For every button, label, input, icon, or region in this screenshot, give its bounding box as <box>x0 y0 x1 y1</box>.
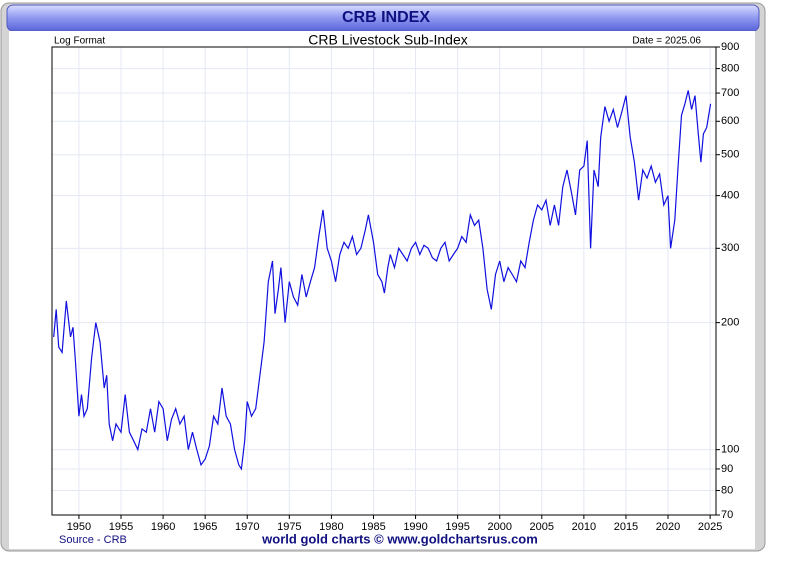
y-tick-label: 400 <box>721 190 739 202</box>
x-tick-label: 1975 <box>277 521 301 533</box>
y-tick-label: 90 <box>721 463 733 475</box>
x-tick-label: 1985 <box>361 521 385 533</box>
x-tick-label: 2020 <box>656 521 680 533</box>
y-tick-label: 300 <box>721 242 739 254</box>
x-tick-label: 1995 <box>445 521 469 533</box>
y-tick-label: 100 <box>721 444 739 456</box>
y-tick-label: 700 <box>721 87 739 99</box>
y-tick-label: 900 <box>721 41 739 53</box>
scale-note: Log Format <box>54 36 105 47</box>
x-tick-label: 2025 <box>698 521 722 533</box>
chart-title: CRB INDEX <box>342 9 430 26</box>
x-tick-label: 2015 <box>614 521 638 533</box>
plot-area: 70 80 90 100 200 300 400 500 600 700 800 900 1950 195… <box>51 41 739 533</box>
y-tick-label: 800 <box>721 62 739 74</box>
y-tick-label: 500 <box>721 149 739 161</box>
y-tick-label: 600 <box>721 115 739 127</box>
date-note: Date = 2025.06 <box>632 36 701 47</box>
x-tick-label: 1950 <box>67 521 91 533</box>
x-tick-label: 1980 <box>319 521 343 533</box>
plot-border <box>51 46 717 516</box>
x-tick-label: 2000 <box>487 521 511 533</box>
plot-background <box>51 46 717 516</box>
y-tick-label: 80 <box>721 484 733 496</box>
chart-subtitle: CRB Livestock Sub-Index <box>308 32 468 48</box>
data-line <box>53 90 712 471</box>
x-tick-label: 1955 <box>109 521 133 533</box>
x-tick-label: 2010 <box>572 521 596 533</box>
x-tick-label: 1960 <box>151 521 175 533</box>
y-tick-label: 70 <box>721 509 733 521</box>
x-tick-label: 1970 <box>235 521 259 533</box>
y-tick-label: 200 <box>721 317 739 329</box>
x-tick-label: 2005 <box>530 521 554 533</box>
credit: world gold charts © www.goldchartsrus.co… <box>261 531 538 546</box>
source: Source - CRB <box>59 534 127 546</box>
x-tick-label: 1990 <box>403 521 427 533</box>
x-tick-label: 1965 <box>193 521 217 533</box>
